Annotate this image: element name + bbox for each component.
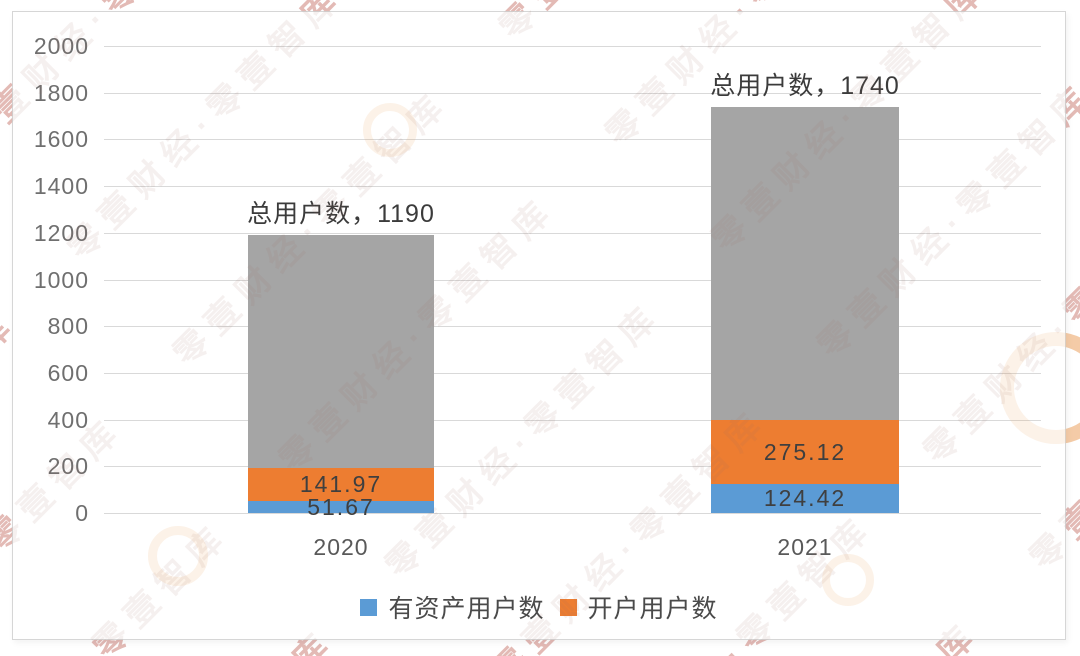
gridline [104,232,1041,234]
gridline [104,92,1041,94]
data-label-assets: 124.42 [763,485,847,512]
gridline [104,139,1041,141]
data-label-accounts: 275.12 [763,438,847,465]
y-tick-label: 600 [47,359,89,386]
y-tick-label: 0 [75,500,89,526]
legend-item-accounts: 开户用户数 [559,589,718,625]
gridline [104,419,1041,421]
legend-swatch-accounts [559,598,577,616]
x-tick-label: 2021 [777,534,833,560]
y-tick-label: 1600 [33,126,89,153]
total-users-label: 总用户数，1190 [247,200,435,229]
chart-card: 0 200 400 600 800 1000 1200 1400 1600 1800 2000 51… [12,11,1066,640]
gridline [104,372,1041,374]
gridline [104,279,1041,281]
y-tick-label: 1000 [33,266,89,293]
data-label-accounts: 141.97 [299,471,383,498]
total-users-label: 总用户数，1740 [710,71,900,100]
legend-swatch-assets [360,598,378,616]
bar-segment-remainder [711,106,899,420]
gridline [104,326,1041,328]
y-tick-label: 200 [47,453,89,480]
plot-area: 51.67 141.97 总用户数，1190 2020 124.42 275.12 总用户数… [104,46,1041,560]
bar-segment-assets [248,500,434,513]
chart-legend: 有资产用户数 开户用户数 [13,589,1065,625]
bar-segment-accounts [248,467,434,501]
gridline [104,466,1041,468]
y-tick-label: 1400 [33,173,89,200]
y-tick-label: 400 [47,406,89,433]
y-tick-label: 800 [47,313,89,340]
y-tick-label: 1800 [33,79,89,106]
y-tick-label: 2000 [33,33,89,59]
legend-label-accounts: 开户用户数 [587,595,718,623]
gridline [104,46,1041,47]
bar-segment-remainder [248,235,434,468]
bar-segment-assets [711,483,899,513]
y-tick-label: 1200 [33,219,89,246]
gridline [104,513,1041,514]
legend-item-assets: 有资产用户数 [360,589,544,625]
bar-segment-accounts [711,419,899,484]
data-label-assets: 51.67 [307,493,375,520]
gridline [104,186,1041,188]
legend-label-assets: 有资产用户数 [388,595,545,623]
x-tick-label: 2020 [313,534,369,560]
